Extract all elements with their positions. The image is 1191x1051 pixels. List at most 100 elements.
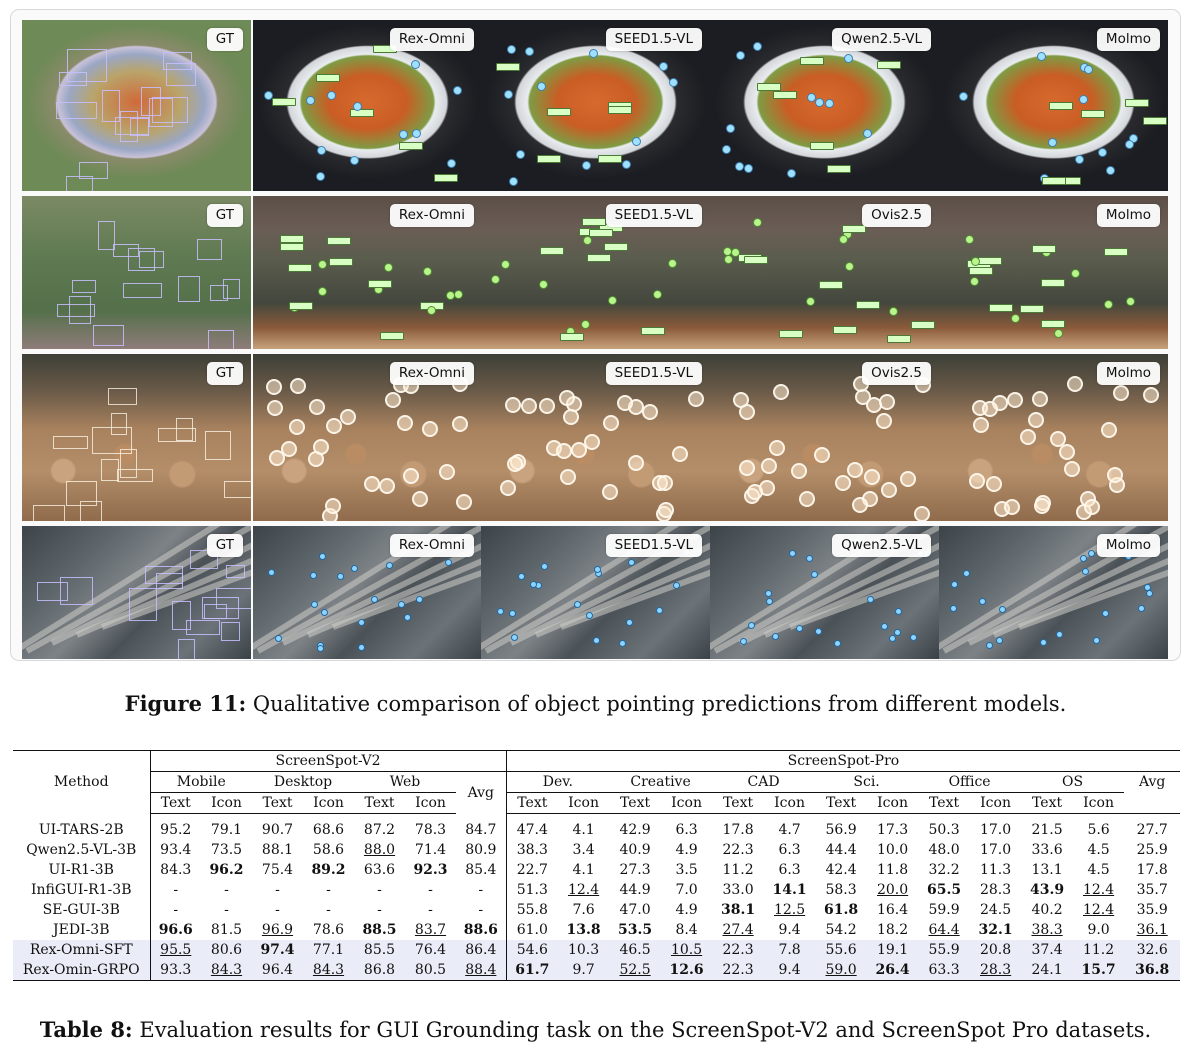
gt-box xyxy=(115,116,149,135)
score-cell: 88.6 xyxy=(463,922,498,938)
point-label-tag xyxy=(380,331,405,340)
score-cell: - xyxy=(428,902,433,918)
score-cell: 9.0 xyxy=(1087,922,1110,938)
panel-mushrooms-3: SEED1.5-VL xyxy=(481,354,710,521)
panel-aerial-3: SEED1.5-VL xyxy=(481,526,710,659)
col-text-header: Text xyxy=(252,792,303,814)
point-marker xyxy=(501,259,511,269)
score-cell: - xyxy=(275,882,280,898)
point-marker xyxy=(1075,154,1085,164)
score-cell: 95.2 xyxy=(149,813,201,840)
model-badge: SEED1.5-VL xyxy=(605,362,702,385)
point-label-tag xyxy=(495,63,520,71)
point-marker xyxy=(499,479,516,496)
gt-box xyxy=(67,48,108,83)
col-text-header: Text xyxy=(354,792,405,814)
point-marker xyxy=(740,638,748,646)
score-cell: 84.3 xyxy=(303,960,354,981)
point-label-tag xyxy=(800,56,825,65)
point-marker xyxy=(951,581,959,589)
gt-box xyxy=(177,276,200,302)
point-marker xyxy=(363,476,380,493)
point-marker xyxy=(999,606,1007,614)
gt-box xyxy=(197,239,223,261)
point-marker xyxy=(317,644,325,652)
point-marker xyxy=(602,414,619,431)
point-marker xyxy=(979,597,987,605)
col-avg-blank xyxy=(1124,792,1181,814)
point-marker xyxy=(1098,148,1108,158)
score-cell: 4.9 xyxy=(675,842,698,858)
point-label-tag xyxy=(280,242,305,251)
score-cell: - xyxy=(478,882,484,898)
col-text-header: Text xyxy=(149,792,201,814)
text-icon-header-row: Text Icon Text Icon Text Icon Text Icon Text Icon… xyxy=(13,792,1181,814)
point-marker xyxy=(846,462,863,479)
score-cell: 75.4 xyxy=(261,862,294,878)
col-icon-header: Icon xyxy=(661,792,713,814)
score-cell: 47.0 xyxy=(619,902,651,918)
point-marker xyxy=(327,90,337,100)
point-marker xyxy=(507,44,517,54)
score-cell: 88.0 xyxy=(363,842,396,858)
point-marker xyxy=(1100,422,1117,439)
point-marker xyxy=(274,634,282,642)
table-8-caption: Table 8: Evaluation results for GUI Grou… xyxy=(0,1017,1191,1043)
model-badge: Qwen2.5-VL xyxy=(832,534,931,557)
point-marker xyxy=(324,497,341,514)
point-marker xyxy=(313,438,330,455)
score-cell: 88.4 xyxy=(456,960,507,981)
score-cell: - xyxy=(326,882,331,898)
score-cell: 12.4 xyxy=(1082,882,1115,898)
point-label-tag xyxy=(818,280,843,289)
score-cell: 36.8 xyxy=(1124,960,1181,981)
col-text-header: Text xyxy=(712,792,765,814)
point-label-tag xyxy=(773,90,798,99)
gt-box xyxy=(56,102,97,119)
point-marker xyxy=(1028,411,1045,428)
score-cell: 35.9 xyxy=(1136,902,1168,918)
point-marker xyxy=(447,159,457,168)
method-name-cell: Rex-Omin-GRPO xyxy=(13,960,150,981)
score-cell: 77.1 xyxy=(303,940,354,960)
score-cell: 22.3 xyxy=(712,960,765,981)
model-badge: Rex-Omni xyxy=(389,534,474,557)
panel-aerial-5: Molmo xyxy=(939,526,1168,659)
point-marker xyxy=(454,289,464,299)
point-marker xyxy=(438,463,455,480)
point-marker xyxy=(864,469,881,486)
panel-aerial-1: GT xyxy=(22,526,251,659)
score-cell: 40.9 xyxy=(619,842,651,858)
score-cell: 11.2 xyxy=(1073,940,1125,960)
col-icon-header: Icon xyxy=(764,792,816,814)
point-label-tag xyxy=(757,83,782,92)
point-marker xyxy=(289,377,306,394)
gt-box xyxy=(162,52,192,70)
method-name-cell: Rex-Omni-SFT xyxy=(13,940,150,960)
point-marker xyxy=(455,493,472,510)
point-label-tag xyxy=(560,333,585,342)
score-cell: 13.8 xyxy=(566,922,601,938)
score-cell: 59.0 xyxy=(815,960,868,981)
score-cell: 11.3 xyxy=(979,862,1012,878)
score-cell: 11.2 xyxy=(722,862,754,878)
point-marker xyxy=(815,628,823,636)
gt-box xyxy=(172,600,191,630)
subgroup-cad: CAD xyxy=(712,771,816,793)
score-cell: - xyxy=(478,902,484,918)
score-cell: 13.1 xyxy=(1031,862,1063,878)
point-label-tag xyxy=(280,234,305,243)
score-cell: 22.3 xyxy=(722,842,754,858)
model-badge: Molmo xyxy=(1096,362,1160,385)
score-cell: 93.4 xyxy=(149,840,201,860)
point-marker xyxy=(743,164,753,174)
score-cell: 12.4 xyxy=(1082,902,1115,918)
point-marker xyxy=(746,483,763,500)
point-label-tag xyxy=(546,108,571,117)
point-label-tag xyxy=(855,301,880,310)
point-label-tag xyxy=(540,246,565,255)
point-marker xyxy=(982,400,999,417)
score-cell: 61.7 xyxy=(505,960,559,981)
point-marker xyxy=(811,570,819,578)
score-cell: 90.7 xyxy=(261,822,294,838)
